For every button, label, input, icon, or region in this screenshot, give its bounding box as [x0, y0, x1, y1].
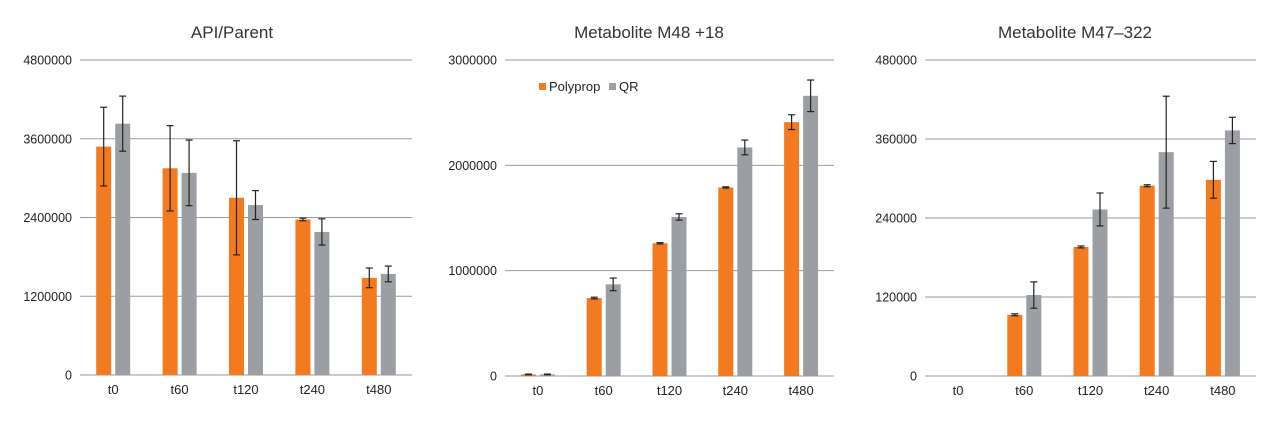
bar-qr-t0 — [115, 123, 131, 375]
chart-1: API/Parent 0 1200000 2400000 3600000 4800000 t… — [23, 23, 412, 397]
x-tick-label: t480 — [1210, 383, 1235, 398]
chart-title: Metabolite M48 +18 — [574, 23, 724, 42]
y-tick-label: 480000 — [875, 54, 917, 68]
x-tick-label: t240 — [723, 383, 748, 398]
x-tick-label: t0 — [953, 383, 964, 398]
x-tick-label: t480 — [366, 382, 391, 397]
legend-label-qr: QR — [619, 79, 639, 94]
bar-polyprop-t240 — [1139, 185, 1155, 376]
bar-polyprop-t480 — [1205, 179, 1221, 376]
legend-swatch-qr — [609, 83, 616, 90]
bar-polyprop-t120 — [652, 243, 668, 376]
bar-polyprop-t60 — [162, 168, 178, 375]
chart-2: Metabolite M48 +18 0 1000000 2000000 3000000… — [448, 23, 834, 398]
bar-qr-t240 — [314, 231, 330, 375]
x-tick-label: t240 — [300, 382, 325, 397]
y-tick-label: 1200000 — [23, 290, 72, 304]
y-tick-label: 2000000 — [448, 159, 497, 173]
bar-polyprop-t120 — [1073, 246, 1089, 376]
chart-title: API/Parent — [191, 23, 273, 42]
bar-qr-t240 — [737, 147, 753, 376]
x-tick-label: t0 — [532, 383, 543, 398]
y-tick-label: 120000 — [875, 291, 917, 305]
x-tick-label: t120 — [233, 382, 258, 397]
x-tick-label: t60 — [595, 383, 613, 398]
legend-swatch-polyprop — [539, 83, 546, 90]
bar-qr-t120 — [248, 205, 263, 375]
chart-title: Metabolite M47–322 — [998, 23, 1152, 42]
y-tick-label: 0 — [490, 370, 497, 384]
bar-qr-t60 — [605, 284, 621, 376]
legend-label-polyprop: Polyprop — [549, 79, 600, 94]
x-tick-label: t240 — [1144, 383, 1169, 398]
y-tick-label: 1000000 — [448, 264, 497, 278]
legend: Polyprop QR — [539, 79, 639, 94]
y-tick-label: 360000 — [875, 133, 917, 147]
x-tick-label: t60 — [1015, 383, 1033, 398]
bar-polyprop-t0 — [96, 146, 112, 375]
bar-polyprop-t480 — [361, 277, 377, 375]
x-tick-label: t120 — [657, 383, 682, 398]
y-tick-label: 3000000 — [448, 54, 497, 68]
bar-qr-t240 — [1158, 152, 1174, 376]
bar-polyprop-t60 — [1007, 314, 1023, 376]
bar-qr-t120 — [671, 216, 687, 376]
y-tick-label: 4800000 — [23, 54, 72, 68]
x-tick-label: t120 — [1078, 383, 1103, 398]
bar-qr-t120 — [1092, 209, 1108, 376]
bar-qr-t60 — [181, 172, 197, 375]
bar-polyprop-t120 — [229, 197, 244, 375]
bar-qr-t480 — [1224, 130, 1240, 376]
bar-polyprop-t480 — [784, 122, 800, 376]
y-tick-label: 3600000 — [23, 132, 72, 146]
x-tick-label: t0 — [108, 382, 119, 397]
chart-3: Metabolite M47–322 0 120000 240000 360000 480… — [875, 23, 1256, 398]
bar-polyprop-t240 — [295, 219, 311, 375]
y-tick-label: 0 — [65, 369, 72, 383]
bar-polyprop-t240 — [718, 187, 734, 376]
bar-qr-t480 — [803, 95, 819, 377]
bar-qr-t60 — [1026, 295, 1042, 376]
y-tick-label: 0 — [910, 370, 917, 384]
y-tick-label: 2400000 — [23, 211, 72, 225]
x-tick-label: t480 — [788, 383, 813, 398]
bar-qr-t480 — [380, 273, 396, 375]
x-tick-label: t60 — [171, 382, 189, 397]
y-tick-label: 240000 — [875, 212, 917, 226]
bar-polyprop-t60 — [586, 298, 602, 376]
